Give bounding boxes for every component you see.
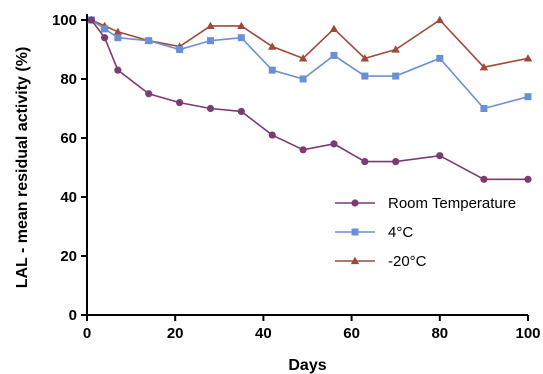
x-tick-label: 20 [167,325,184,342]
data-point [206,21,215,30]
data-point [299,146,307,154]
legend-marker [351,228,359,236]
legend-label: 4°C [388,224,413,241]
data-point [268,131,276,139]
series-2 [87,15,533,71]
data-point [114,66,122,74]
y-tick-label: 60 [60,130,77,147]
data-point [176,46,184,53]
series-1 [87,16,532,112]
data-point [206,104,215,113]
data-point [480,105,488,112]
data-point [101,34,109,42]
data-point [299,75,307,83]
data-point [360,54,370,62]
legend-marker [350,256,360,265]
x-tick-label: 60 [343,325,360,342]
data-point [114,34,122,42]
legend-label: -20°C [388,253,427,270]
data-point [435,15,444,24]
data-point [268,66,276,74]
data-point [329,24,339,32]
data-point [237,21,246,30]
data-point [145,37,153,45]
data-point [206,37,214,45]
data-point [237,107,245,116]
data-point [480,175,488,183]
data-point [176,99,184,107]
data-point [237,34,245,42]
x-tick-label: 0 [83,325,91,342]
legend-item: 4°C [335,224,413,241]
data-point [268,42,277,50]
data-point [330,51,338,59]
data-point [479,63,489,71]
x-tick-label: 80 [431,325,448,342]
series-layer [87,15,533,183]
data-point [524,175,532,183]
x-axis-title: Days [288,357,326,374]
data-point [101,25,109,33]
y-tick-label: 40 [60,189,77,206]
legend-marker [351,199,359,207]
data-point [392,158,400,166]
data-point [524,93,532,101]
x-tick-label: 40 [255,325,272,342]
y-tick-label: 0 [69,307,77,324]
data-point [392,72,400,80]
y-tick-label: 20 [60,248,77,265]
data-point [436,152,444,160]
legend-item: -20°C [335,253,427,270]
data-point [87,16,96,24]
y-axis-title: LAL - mean residual activity (%) [14,47,31,289]
data-point [361,72,369,80]
data-point [298,54,308,62]
data-point [361,158,369,166]
axes: 0 20 40 60 80 100 0 20 40 60 80 100 [52,12,541,342]
data-point [330,140,338,148]
x-tick-label: 100 [515,325,540,342]
data-point [113,27,123,35]
series-0 [87,16,532,183]
y-tick-label: 100 [52,12,77,29]
series-line [90,19,529,110]
legend-label: Room Temperature [388,195,516,212]
y-tick-label: 80 [60,71,77,88]
data-point [391,45,400,53]
legend: Room Temperature 4°C -20°C [335,195,516,270]
data-point [523,54,533,62]
data-point [145,90,153,98]
data-point [436,54,444,62]
legend-item: Room Temperature [335,195,516,212]
